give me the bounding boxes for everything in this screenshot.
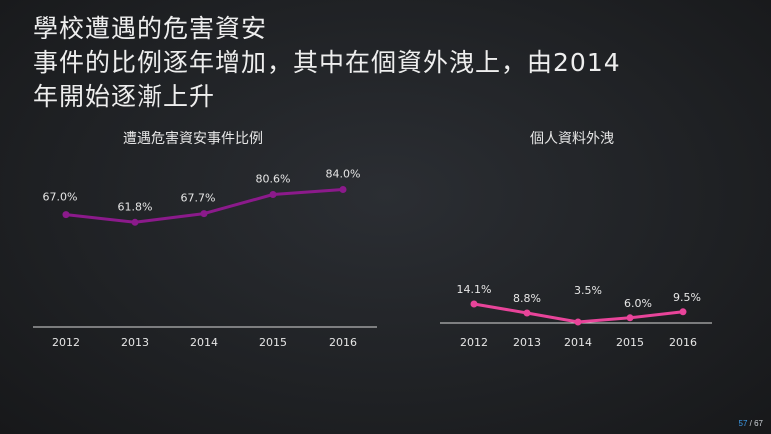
slide-title: 學校遭遇的危害資安 事件的比例逐年增加，其中在個資外洩上，由2014 年開始逐漸…: [33, 12, 753, 114]
left-tick-label-2013: 2013: [121, 336, 149, 349]
right-point-2013: [523, 309, 531, 317]
right-chart-title: 個人資料外洩: [530, 131, 614, 147]
right-data-label-2015: 6.0%: [624, 297, 652, 310]
left-data-label-2014: 67.7%: [181, 192, 216, 205]
right-point-2015: [626, 314, 634, 322]
left-tick-label-2015: 2015: [259, 336, 287, 349]
page-current: 57: [738, 419, 748, 428]
right-tick-label-2016: 2016: [669, 336, 697, 349]
left-point-2015: [269, 191, 277, 198]
right-data-label-2012: 14.1%: [457, 283, 492, 296]
right-point-2012: [470, 300, 478, 308]
right-data-label-2013: 8.8%: [513, 292, 541, 305]
left-point-2016: [339, 186, 347, 193]
left-data-label-2016: 84.0%: [326, 168, 361, 181]
left-chart-title: 遭遇危害資安事件比例: [123, 131, 263, 147]
right-point-2016: [679, 308, 687, 316]
right-data-label-2014: 3.5%: [574, 284, 602, 297]
left-point-2013: [131, 218, 139, 226]
right-data-label-2016: 9.5%: [673, 291, 701, 304]
page-separator: /: [747, 419, 755, 428]
left-point-2014: [200, 210, 208, 218]
left-data-label-2012: 67.0%: [43, 191, 78, 204]
left-point-2012: [62, 211, 70, 219]
page-indicator: 57 / 67: [739, 419, 763, 428]
right-tick-label-2015: 2015: [616, 336, 644, 349]
page-total: 67: [754, 419, 763, 428]
right-tick-label-2013: 2013: [513, 336, 541, 349]
left-data-label-2015: 80.6%: [256, 173, 291, 186]
left-tick-label-2012: 2012: [52, 336, 80, 349]
title-line-3: 年開始逐漸上升: [33, 82, 216, 111]
left-tick-label-2016: 2016: [329, 336, 357, 349]
title-line-1: 學校遭遇的危害資安: [33, 14, 268, 43]
right-tick-label-2012: 2012: [460, 336, 488, 349]
title-line-2: 事件的比例逐年增加，其中在個資外洩上，由2014: [33, 48, 621, 77]
left-tick-label-2014: 2014: [190, 336, 218, 349]
right-tick-label-2014: 2014: [564, 336, 592, 349]
left-data-label-2013: 61.8%: [118, 200, 153, 213]
right-point-2014: [574, 318, 582, 326]
